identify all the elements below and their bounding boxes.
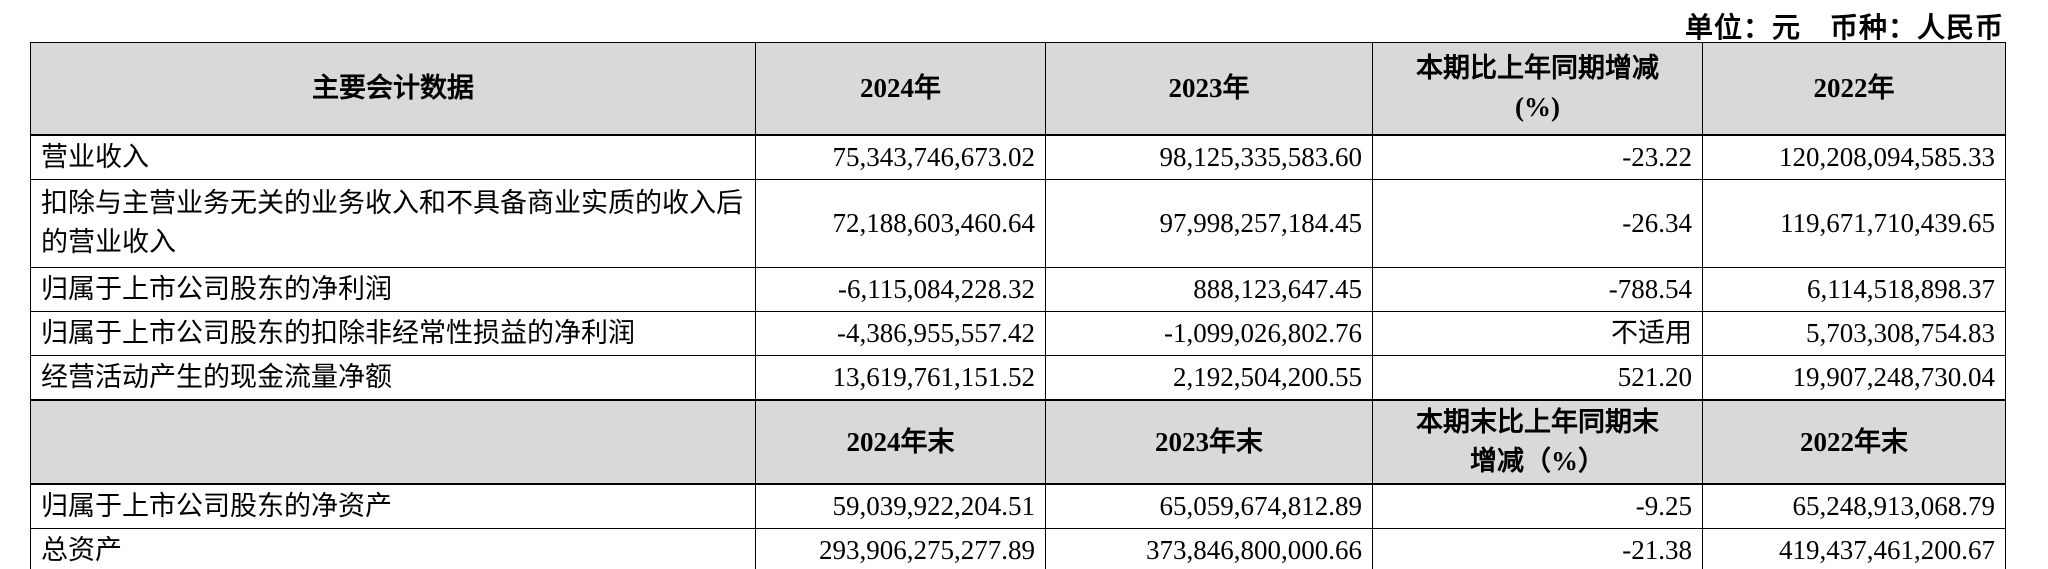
header-2023: 2023年 [1045,42,1373,136]
value-change: -21.38 [1372,528,1703,569]
value-change: -26.34 [1372,178,1703,268]
header-change: 本期比上年同期增减 (%) [1372,42,1703,136]
header-change-end: 本期末比上年同期末 增减（%） [1372,399,1703,486]
value-change: 521.20 [1372,354,1703,401]
metric-label: 总资产 [30,528,756,569]
table-row-adjusted-revenue: 扣除与主营业务无关的业务收入和不具备商业实质的收入后的营业收入 72,188,6… [30,178,2006,268]
value-2023: 98,125,335,583.60 [1045,134,1373,180]
table-row-revenue: 营业收入 75,343,746,673.02 98,125,335,583.60… [30,134,2006,180]
table-header-row-period-end: 2024年末 2023年末 本期末比上年同期末 增减（%） 2022年末 [30,399,2006,486]
table-row-total-assets: 总资产 293,906,275,277.89 373,846,800,000.6… [30,528,2006,569]
metric-label: 扣除与主营业务无关的业务收入和不具备商业实质的收入后的营业收入 [30,178,756,268]
value-2022: 5,703,308,754.83 [1702,310,2006,356]
table-row-net-assets: 归属于上市公司股东的净资产 59,039,922,204.51 65,059,6… [30,483,2006,530]
header-2022: 2022年 [1702,42,2006,136]
table-header-row-annual: 主要会计数据 2024年 2023年 本期比上年同期增减 (%) 2022年 [30,42,2006,136]
value-2024: -4,386,955,557.42 [755,310,1046,356]
value-2024: 293,906,275,277.89 [755,528,1046,569]
value-2022: 120,208,094,585.33 [1702,134,2006,180]
value-2023: 888,123,647.45 [1045,266,1373,312]
metric-label: 归属于上市公司股东的扣除非经常性损益的净利润 [30,310,756,356]
value-2022: 6,114,518,898.37 [1702,266,2006,312]
value-2023: -1,099,026,802.76 [1045,310,1373,356]
metric-label: 经营活动产生的现金流量净额 [30,354,756,401]
table-row-net-profit-excl-nonrecurring: 归属于上市公司股东的扣除非经常性损益的净利润 -4,386,955,557.42… [30,310,2006,356]
metric-label: 营业收入 [30,134,756,180]
value-2023: 373,846,800,000.66 [1045,528,1373,569]
table-row-operating-cash-flow: 经营活动产生的现金流量净额 13,619,761,151.52 2,192,50… [30,354,2006,401]
value-2023: 65,059,674,812.89 [1045,483,1373,530]
value-2023: 97,998,257,184.45 [1045,178,1373,268]
header-2024-end: 2024年末 [755,399,1046,486]
header-metric-empty [30,399,756,486]
header-2023-end: 2023年末 [1045,399,1373,486]
value-change: -788.54 [1372,266,1703,312]
value-2022: 419,437,461,200.67 [1702,528,2006,569]
value-change: -9.25 [1372,483,1703,530]
value-change: 不适用 [1372,310,1703,356]
header-2024: 2024年 [755,42,1046,136]
metric-label: 归属于上市公司股东的净资产 [30,483,756,530]
header-metric: 主要会计数据 [30,42,756,136]
value-2024: 13,619,761,151.52 [755,354,1046,401]
value-2022: 119,671,710,439.65 [1702,178,2006,268]
unit-currency-note: 单位：元 币种：人民币 [1684,13,2004,44]
table-row-net-profit: 归属于上市公司股东的净利润 -6,115,084,228.32 888,123,… [30,266,2006,312]
metric-label: 归属于上市公司股东的净利润 [30,266,756,312]
value-2022: 19,907,248,730.04 [1702,354,2006,401]
value-change: -23.22 [1372,134,1703,180]
value-2024: 59,039,922,204.51 [755,483,1046,530]
value-2022: 65,248,913,068.79 [1702,483,2006,530]
key-accounting-data-table: 主要会计数据 2024年 2023年 本期比上年同期增减 (%) 2022年 营… [30,42,2006,569]
value-2023: 2,192,504,200.55 [1045,354,1373,401]
value-2024: 75,343,746,673.02 [755,134,1046,180]
value-2024: 72,188,603,460.64 [755,178,1046,268]
value-2024: -6,115,084,228.32 [755,266,1046,312]
header-2022-end: 2022年末 [1702,399,2006,486]
